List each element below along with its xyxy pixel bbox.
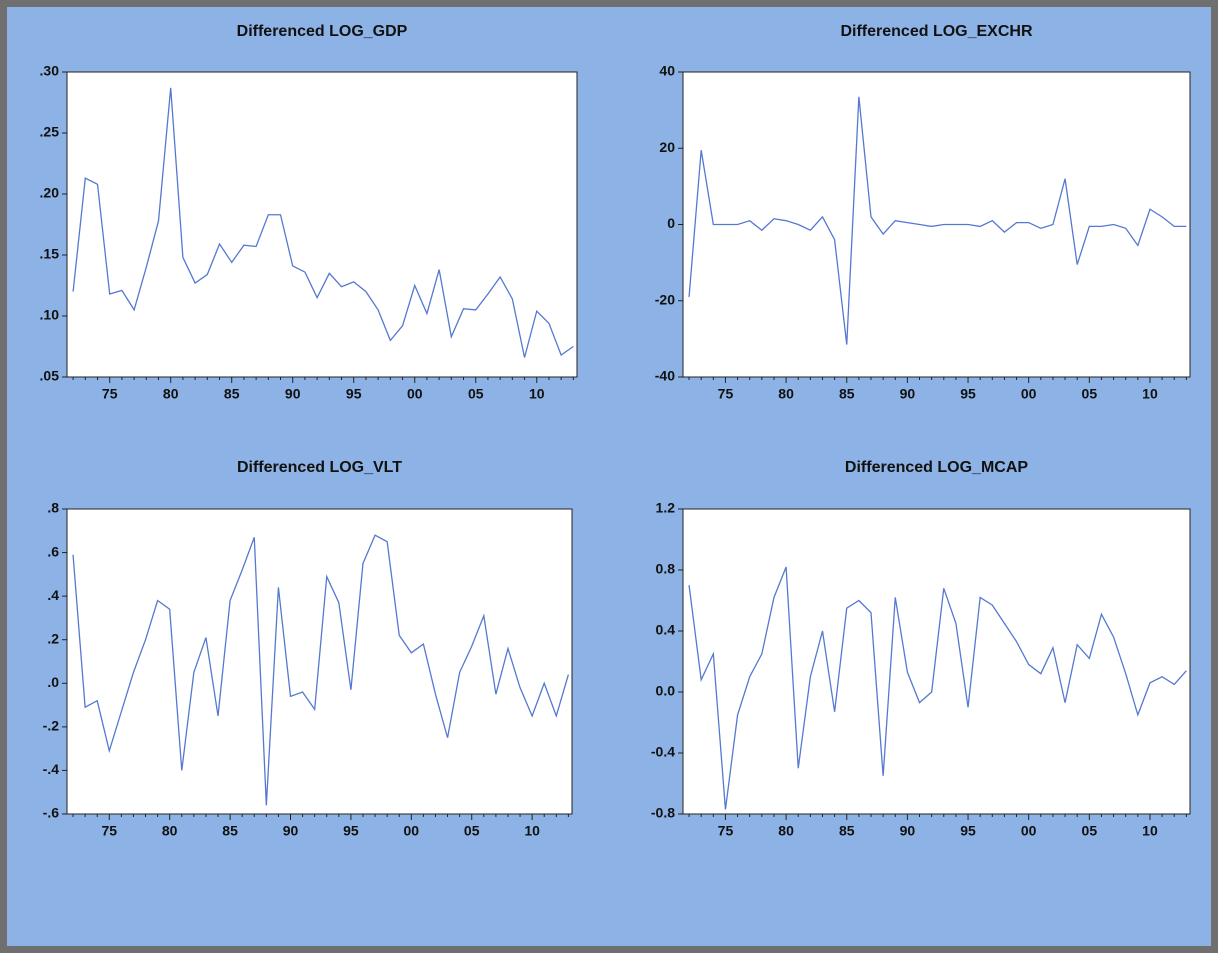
x-tick-label: 90 [900,386,916,402]
x-tick-label: 95 [960,386,976,402]
chart-title: Differenced LOG_VLT [237,459,402,476]
y-tick-label: 0 [667,215,675,231]
y-tick-label: .0 [47,674,59,690]
x-tick-label: 00 [407,386,423,402]
y-tick-label: -.2 [43,718,60,734]
chart-title: Differenced LOG_GDP [237,23,408,40]
x-tick-label: 80 [163,386,179,402]
x-tick-label: 90 [900,823,916,839]
y-tick-label: 0.4 [656,622,676,638]
y-tick-label: .6 [47,543,59,559]
y-tick-label: 1.2 [656,500,676,516]
x-tick-label: 00 [404,823,420,839]
series-line [72,87,574,358]
x-tick-label: 90 [283,823,299,839]
y-tick-label: .4 [47,587,59,603]
x-tick-label: 00 [1021,386,1037,402]
x-tick-label: 05 [468,386,484,402]
y-tick-label: 0.8 [656,561,676,577]
x-tick-label: 05 [464,823,480,839]
x-tick-label: 95 [960,823,976,839]
y-tick-label: 40 [659,63,675,79]
series-line [72,534,570,806]
x-tick-label: 10 [1142,823,1158,839]
y-tick-label: .30 [40,63,60,79]
y-tick-label: 20 [659,139,675,155]
x-tick-label: 10 [529,386,545,402]
x-tick-label: 80 [778,386,794,402]
x-tick-label: 85 [222,823,238,839]
x-tick-label: 75 [101,823,117,839]
x-tick-label: 95 [343,823,359,839]
x-tick-label: 10 [524,823,540,839]
y-tick-label: -0.4 [651,744,675,760]
x-tick-label: 10 [1142,386,1158,402]
x-tick-label: 05 [1082,823,1098,839]
plot-area [682,508,1191,815]
y-tick-label: .25 [40,124,60,140]
y-tick-label: -.4 [43,761,60,777]
series-line [688,566,1187,810]
chart-title: Differenced LOG_MCAP [845,459,1028,476]
x-tick-label: 85 [839,823,855,839]
y-tick-label: -0.8 [651,805,675,821]
y-tick-label: 0.0 [656,683,676,699]
y-tick-label: .2 [47,630,59,646]
x-tick-label: 85 [839,386,855,402]
x-tick-label: 80 [162,823,178,839]
x-tick-label: 75 [102,386,118,402]
x-tick-label: 90 [285,386,301,402]
x-tick-label: 85 [224,386,240,402]
series-line [688,96,1187,345]
x-tick-label: 95 [346,386,362,402]
x-tick-label: 00 [1021,823,1037,839]
x-tick-label: 05 [1082,386,1098,402]
y-tick-label: -40 [655,368,675,384]
x-tick-label: 75 [718,386,734,402]
plot-area [66,71,578,378]
y-tick-label: .20 [40,185,60,201]
x-tick-label: 75 [718,823,734,839]
y-tick-label: .15 [40,246,60,262]
chart-title: Differenced LOG_EXCHR [840,23,1032,40]
y-tick-label: .05 [40,368,60,384]
y-tick-label: .10 [40,307,60,323]
y-tick-label: -.6 [43,805,60,821]
y-tick-label: .8 [47,500,59,516]
x-tick-label: 80 [778,823,794,839]
y-tick-label: -20 [655,291,675,307]
